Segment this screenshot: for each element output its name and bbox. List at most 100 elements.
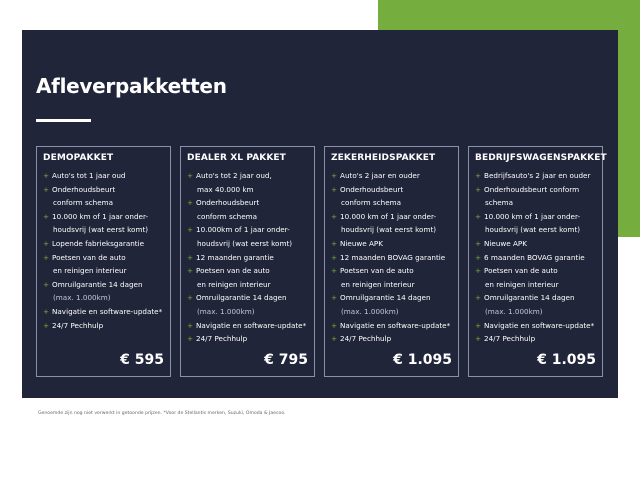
plus-icon: + [43,171,50,180]
feature-item: + Poetsen van de auto [331,264,453,278]
feature-text: en reinigen interieur [53,266,127,276]
feature-item: + Onderhoudsbeurt [187,196,309,210]
feature-text: (max. 1.000km) [197,306,255,316]
feature-item: + Omruilgarantie 14 dagen [43,278,165,292]
package-price: € 795 [264,352,308,368]
plus-icon: + [331,266,338,276]
feature-text: Poetsen van de auto [52,252,126,262]
feature-item: +6 maanden BOVAG garantie [475,251,597,265]
plus-icon: + [475,293,482,303]
plus-icon: + [187,334,194,344]
package-price: € 1.095 [537,352,596,368]
plus-icon: + [187,198,194,208]
feature-text: en reinigen interieur [485,279,559,289]
feature-text: Bedrijfsauto's 2 jaar en ouder [484,171,591,180]
feature-text: Navigatie en software-update* [484,320,595,330]
feature-text: 10.000 km of 1 jaar onder- [484,211,581,221]
feature-text: houdsvrij (wat eerst komt) [53,225,149,235]
feature-item: + Nieuwe APK [331,237,453,251]
feature-item: (max. 1.000km) [187,305,309,319]
plus-icon: + [331,252,338,262]
feature-text: 10.000 km of 1 jaar onder- [52,211,149,221]
feature-item: (max. 1.000km) [331,305,453,319]
feature-text: Poetsen van de auto [340,266,414,276]
feature-text: Navigatie en software-update* [52,306,163,316]
feature-text: en reinigen interieur [197,279,271,289]
plus-icon: + [43,306,50,316]
feature-text: 12 maanden garantie [196,252,274,262]
package-price: € 595 [120,352,164,368]
feature-text: Poetsen van de auto [196,266,270,276]
feature-item: +24/7 Pechhulp [187,332,309,346]
feature-text: Omruilgarantie 14 dagen [52,279,143,289]
feature-item: schema [475,196,597,210]
feature-text: Onderhoudsbeurt conform [484,184,580,194]
feature-item: + Omruilgarantie 14 dagen [187,291,309,305]
feature-item: + Bedrijfsauto's 2 jaar en ouder [475,169,597,183]
feature-text: Auto's 2 jaar en ouder [340,171,420,180]
feature-text: Nieuwe APK [484,238,527,248]
feature-text: Nieuwe APK [340,238,383,248]
package-name: ZEKERHEIDSPAKKET [331,153,436,163]
feature-item: + Auto's tot 2 jaar oud, [187,169,309,183]
feature-text: Onderhoudsbeurt [196,198,260,208]
feature-item: houdsvrij (wat eerst komt) [43,223,165,237]
feature-text: Poetsen van de auto [484,266,558,276]
feature-text: 12 maanden BOVAG garantie [340,252,446,262]
plus-icon: + [187,293,194,303]
feature-item: +24/7 Pechhulp [331,332,453,346]
feature-text: Onderhoudsbeurt [340,184,404,194]
feature-item: +12 maanden BOVAG garantie [331,251,453,265]
feature-item: + Onderhoudsbeurt [331,183,453,197]
feature-item: en reinigen interieur [475,278,597,292]
package-card: ZEKERHEIDSPAKKET + Auto's 2 jaar en ouder +… [324,146,459,377]
feature-item: + Poetsen van de auto [475,264,597,278]
plus-icon: + [187,266,194,276]
feature-item: +24/7 Pechhulp [43,319,165,333]
feature-text: (max. 1.000km) [53,293,111,303]
plus-icon: + [475,266,482,276]
feature-text: (max. 1.000km) [485,306,543,316]
feature-text: Navigatie en software-update* [196,320,307,330]
feature-item: + Navigatie en software-update* [43,305,165,319]
plus-icon: + [331,238,338,248]
plus-icon: + [43,279,50,289]
feature-text: schema [485,198,514,208]
feature-item: + Navigatie en software-update* [331,319,453,333]
feature-item: houdsvrij (wat eerst komt) [331,223,453,237]
plus-icon: + [475,320,482,330]
plus-icon: + [475,171,482,180]
plus-icon: + [475,334,482,344]
feature-item: + Navigatie en software-update* [187,319,309,333]
feature-text: conform schema [197,211,258,221]
feature-item: + Onderhoudsbeurt [43,183,165,197]
feature-list: + Auto's tot 1 jaar oud + Onderhoudsbeurt co… [43,169,165,332]
feature-list: + Bedrijfsauto's 2 jaar en ouder + Onderhou… [475,169,597,346]
feature-text: en reinigen interieur [341,279,415,289]
footnote: Genoemde zijn nog niet verwerkt in getoo… [38,411,286,416]
plus-icon: + [331,171,338,180]
feature-text: Omruilgarantie 14 dagen [484,293,575,303]
feature-item: en reinigen interieur [43,264,165,278]
feature-text: Omruilgarantie 14 dagen [340,293,431,303]
plus-icon: + [475,238,482,248]
package-name: DEALER XL PAKKET [187,153,286,163]
plus-icon: + [43,252,50,262]
feature-item: en reinigen interieur [331,278,453,292]
plus-icon: + [43,211,50,221]
package-price: € 1.095 [393,352,452,368]
feature-text: Auto's tot 2 jaar oud, [196,171,272,180]
packages-panel: Afleverpakketten DEMOPAKKET + Auto's tot 1… [22,30,618,398]
plus-icon: + [331,320,338,330]
feature-item: max 40.000 km [187,183,309,197]
plus-icon: + [331,334,338,344]
feature-item: (max. 1.000km) [475,305,597,319]
page-title: Afleverpakketten [36,74,227,98]
feature-text: Lopende fabrieksgarantie [52,238,145,248]
feature-text: Navigatie en software-update* [340,320,451,330]
feature-text: max 40.000 km [197,184,254,194]
package-card: DEALER XL PAKKET + Auto's tot 2 jaar oud, m… [180,146,315,377]
feature-item: +10.000 km of 1 jaar onder- [331,210,453,224]
feature-item: + Navigatie en software-update* [475,319,597,333]
package-card: DEMOPAKKET + Auto's tot 1 jaar oud + Onderho… [36,146,171,377]
